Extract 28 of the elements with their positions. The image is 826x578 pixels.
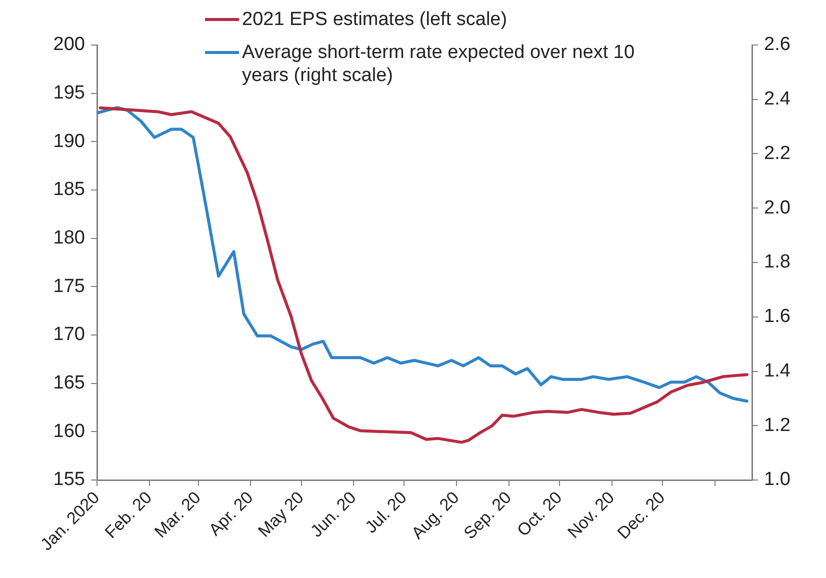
x-tick-label: Sep. 20: [460, 488, 516, 543]
y2-tick-label: 1.6: [764, 306, 790, 328]
y2-tick-label: 1.4: [764, 360, 791, 382]
y-tick-label: 200: [53, 34, 85, 56]
y-tick-label: 165: [53, 372, 85, 394]
x-tick-label: Jul. 20: [362, 488, 410, 537]
y2-tick-label: 2.6: [764, 34, 790, 56]
y2-tick-label: 2.2: [764, 142, 790, 164]
legend-label: 2021 EPS estimates (left scale): [242, 8, 508, 31]
x-tick-label: Oct. 20: [514, 488, 566, 540]
y2-tick-label: 1.2: [764, 414, 790, 436]
y-tick-label: 175: [53, 276, 85, 297]
x-tick-label: May 20: [254, 488, 308, 541]
y-tick-label: 180: [53, 228, 85, 249]
x-tick-label: Jun. 20: [306, 488, 360, 541]
y-tick-label: 190: [53, 130, 85, 152]
y2-tick-label: 2.4: [764, 88, 791, 110]
y2-tick-label: 2.0: [764, 197, 790, 218]
legend-label: Average short-term rate expected over next 10 years (right scale): [242, 41, 636, 87]
x-tick-label: Apr. 20: [205, 488, 257, 540]
y-tick-label: 185: [53, 179, 85, 200]
y-tick-label: 170: [53, 324, 85, 346]
y2-tick-label: 1.0: [764, 469, 790, 490]
y-tick-label: 155: [53, 469, 85, 490]
x-tick-label: Aug. 20: [408, 488, 463, 543]
y2-tick-label: 1.8: [764, 252, 790, 273]
y-tick-label: 195: [53, 82, 85, 104]
y-tick-label: 160: [53, 420, 85, 442]
